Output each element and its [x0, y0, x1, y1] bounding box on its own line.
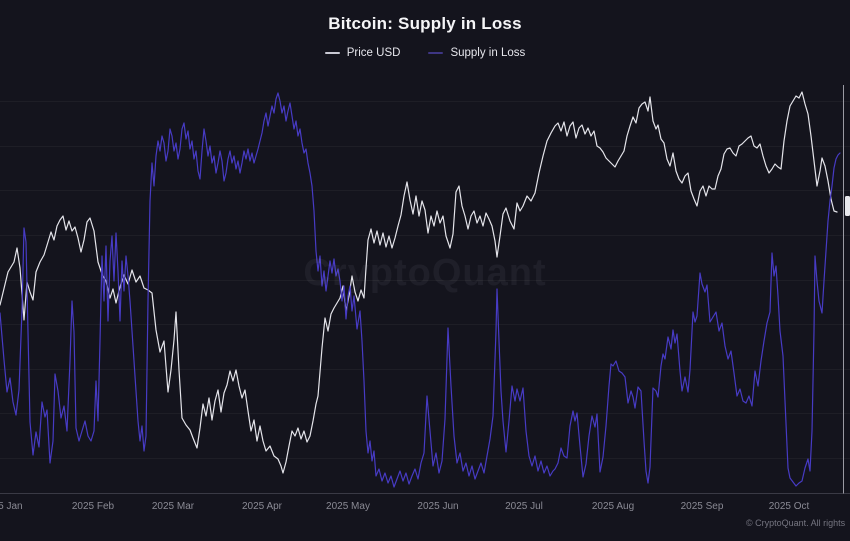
x-axis-label: 2025 May — [326, 501, 370, 512]
x-axis-label: 2025 Jul — [505, 501, 543, 512]
legend-label-supply-in-loss: Supply in Loss — [450, 47, 526, 59]
supply-in-loss-swatch — [428, 52, 444, 54]
x-axis-label: 2025 Aug — [592, 501, 634, 512]
x-axis-label: 2025 Feb — [72, 501, 115, 512]
copyright-text: © CryptoQuant. All rights — [746, 518, 846, 528]
x-axis-label: 2025 Mar — [152, 501, 195, 512]
legend-label-price-usd: Price USD — [346, 47, 401, 59]
x-axis-label: 2025 Jun — [417, 501, 458, 512]
x-axis-label: 2025 Sep — [681, 501, 724, 512]
legend-item-price-usd[interactable]: Price USD — [324, 47, 401, 59]
chart-title: Bitcoin: Supply in Loss — [328, 14, 522, 33]
legend-item-supply-in-loss[interactable]: Supply in Loss — [428, 47, 525, 59]
x-axis-label: 2025 Oct — [769, 501, 810, 512]
x-axis-label: 2025 Apr — [242, 501, 283, 512]
y-axis-value-tag — [845, 196, 850, 216]
x-axis-label: 2025 Jan — [0, 501, 23, 512]
supply-in-loss-line[interactable] — [0, 92, 841, 488]
legend: Price USD Supply in Loss — [0, 47, 850, 59]
price-usd-line[interactable] — [0, 91, 838, 474]
price-usd-swatch — [324, 52, 340, 54]
